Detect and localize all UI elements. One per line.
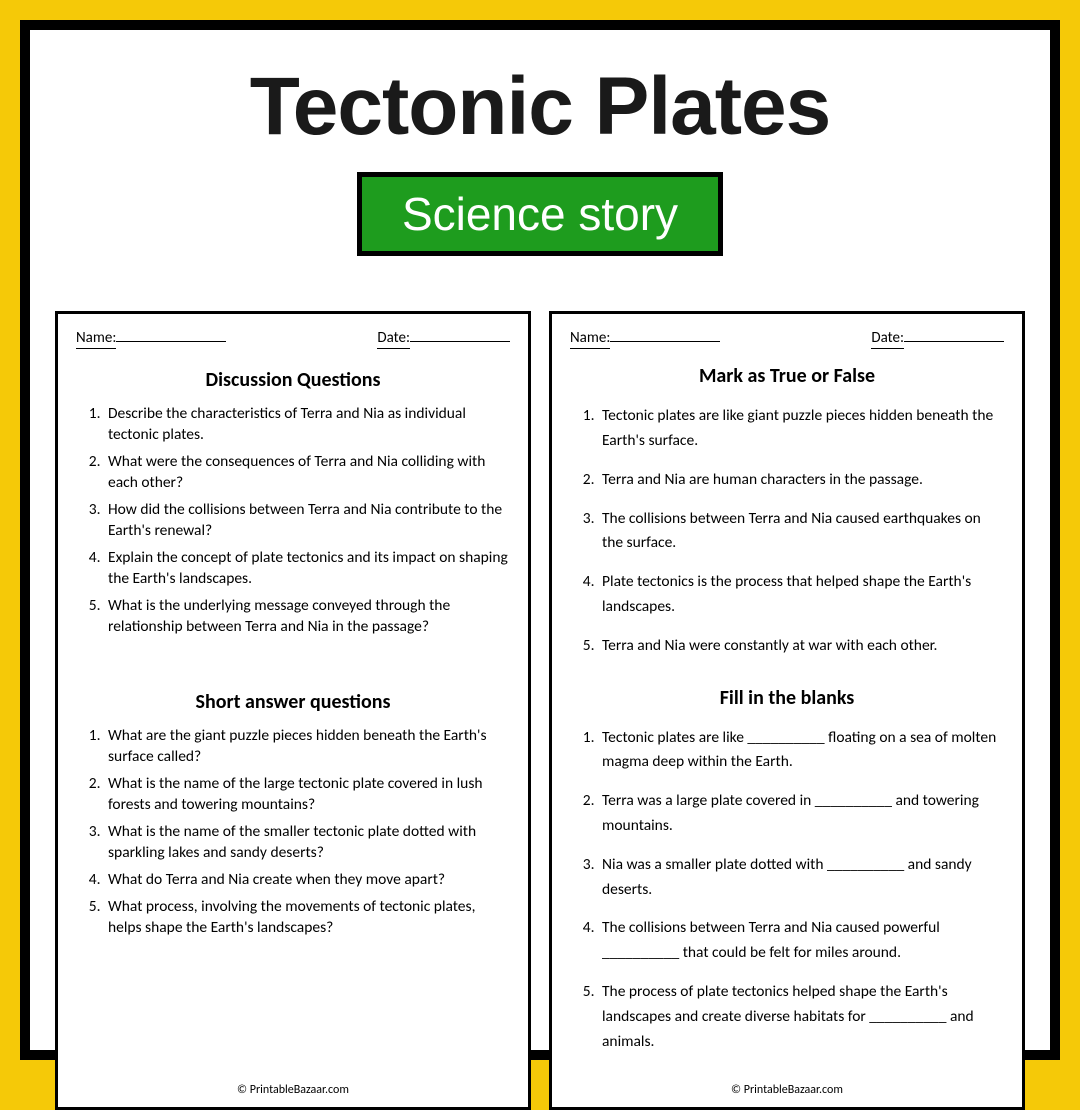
name-line <box>610 341 720 342</box>
worksheet-header: Name: Date: <box>76 328 510 349</box>
page-title: Tectonic Plates <box>55 60 1025 154</box>
fill-blanks-list: Tectonic plates are like __________ floa… <box>570 726 1004 1069</box>
list-item: What were the consequences of Terra and … <box>104 452 510 494</box>
name-label: Name: <box>76 328 116 349</box>
name-field: Name: <box>570 328 720 349</box>
worksheet-left: Name: Date: Discussion Questions Describ… <box>55 311 531 1110</box>
list-item: How did the collisions between Terra and… <box>104 500 510 542</box>
discussion-list: Describe the characteristics of Terra an… <box>76 404 510 643</box>
list-item: The collisions between Terra and Nia cau… <box>598 507 1004 557</box>
date-field: Date: <box>871 328 1004 349</box>
list-item: Tectonic plates are like __________ floa… <box>598 726 1004 776</box>
list-item: Explain the concept of plate tectonics a… <box>104 548 510 590</box>
spacer <box>76 651 510 681</box>
section-title-discussion: Discussion Questions <box>76 367 510 394</box>
worksheet-header: Name: Date: <box>570 328 1004 349</box>
section-title-true-false: Mark as True or False <box>570 363 1004 390</box>
section-title-fill-blanks: Fill in the blanks <box>570 685 1004 712</box>
list-item: Describe the characteristics of Terra an… <box>104 404 510 446</box>
list-item: What are the giant puzzle pieces hidden … <box>104 726 510 768</box>
date-field: Date: <box>377 328 510 349</box>
list-item: Terra and Nia are human characters in th… <box>598 468 1004 493</box>
outer-frame: Tectonic Plates Science story Name: Date… <box>20 20 1060 1060</box>
list-item: What process, involving the movements of… <box>104 897 510 939</box>
list-item: What is the name of the large tectonic p… <box>104 774 510 816</box>
date-line <box>904 341 1004 342</box>
list-item: Tectonic plates are like giant puzzle pi… <box>598 404 1004 454</box>
list-item: What is the name of the smaller tectonic… <box>104 822 510 864</box>
name-field: Name: <box>76 328 226 349</box>
list-item: Plate tectonics is the process that help… <box>598 570 1004 620</box>
date-line <box>410 341 510 342</box>
name-label: Name: <box>570 328 610 349</box>
list-item: The process of plate tectonics helped sh… <box>598 980 1004 1054</box>
list-item: What do Terra and Nia create when they m… <box>104 870 510 891</box>
subtitle-badge: Science story <box>357 172 723 256</box>
true-false-list: Tectonic plates are like giant puzzle pi… <box>570 404 1004 672</box>
date-label: Date: <box>377 328 410 349</box>
section-title-short-answer: Short answer questions <box>76 689 510 716</box>
worksheets-row: Name: Date: Discussion Questions Describ… <box>55 311 1025 1110</box>
list-item: Nia was a smaller plate dotted with ____… <box>598 853 1004 903</box>
date-label: Date: <box>871 328 904 349</box>
short-answer-list: What are the giant puzzle pieces hidden … <box>76 726 510 944</box>
list-item: Terra and Nia were constantly at war wit… <box>598 634 1004 659</box>
list-item: Terra was a large plate covered in _____… <box>598 789 1004 839</box>
list-item: The collisions between Terra and Nia cau… <box>598 916 1004 966</box>
name-line <box>116 341 226 342</box>
worksheet-right: Name: Date: Mark as True or False Tecton… <box>549 311 1025 1110</box>
list-item: What is the underlying message conveyed … <box>104 596 510 638</box>
